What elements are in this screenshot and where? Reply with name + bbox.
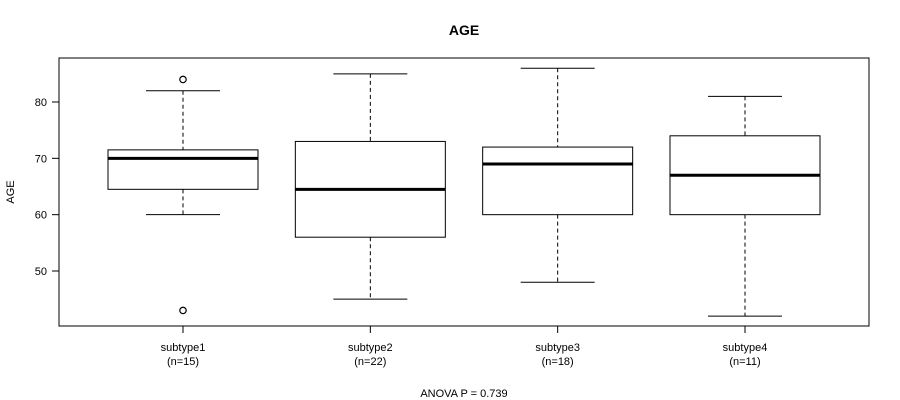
- y-tick-label: 80: [35, 97, 47, 109]
- category-count-label: (n=22): [354, 356, 386, 368]
- y-ticks: 50 60 70 80: [35, 97, 59, 278]
- category-label: subtype1: [161, 342, 206, 354]
- boxes: [107, 67, 821, 317]
- anova-footnote: ANOVA P = 0.739: [420, 388, 507, 400]
- chart-title: AGE: [449, 22, 479, 38]
- category-label: subtype4: [723, 342, 768, 354]
- y-tick-label: 70: [35, 153, 47, 165]
- box-subtype1: [107, 75, 259, 315]
- y-tick-label: 60: [35, 210, 47, 222]
- iqr-box: [482, 146, 634, 216]
- x-labels: subtype1 (n=15) subtype2 (n=22) subtype3 (n=1…: [161, 326, 768, 368]
- iqr-box: [107, 149, 259, 190]
- category-label: subtype2: [348, 342, 393, 354]
- category-count-label: (n=15): [167, 356, 199, 368]
- category-label: subtype3: [535, 342, 580, 354]
- category-count-label: (n=11): [729, 356, 760, 368]
- box-subtype4: [669, 95, 821, 317]
- box-subtype2: [294, 73, 446, 300]
- y-axis-label: AGE: [5, 180, 17, 203]
- box-subtype3: [482, 67, 634, 283]
- outlier-point: [179, 306, 187, 315]
- y-tick-label: 50: [35, 266, 47, 278]
- category-count-label: (n=18): [542, 356, 574, 368]
- outlier-point: [179, 75, 187, 84]
